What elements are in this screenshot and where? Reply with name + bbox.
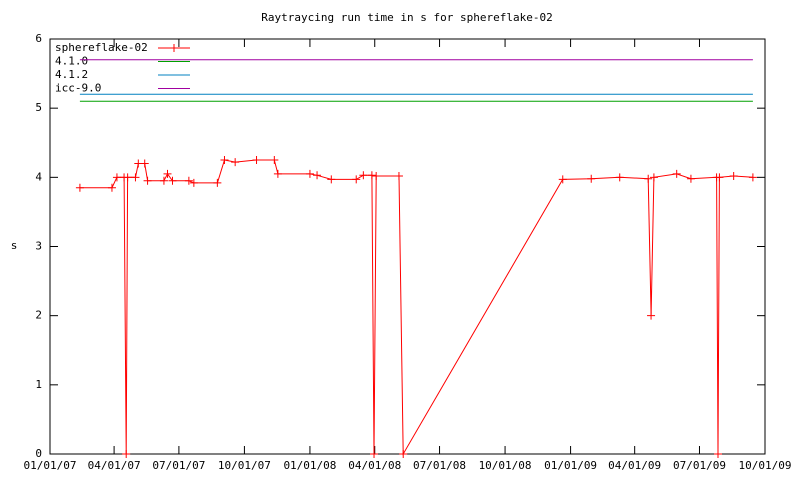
point-marker (313, 171, 322, 180)
point-marker (748, 173, 757, 182)
point-marker (370, 450, 379, 458)
x-tick-label: 10/01/08 (479, 459, 532, 472)
x-tick-label: 01/01/09 (544, 459, 597, 472)
y-axis-label: s (11, 239, 18, 252)
point-marker (305, 169, 314, 178)
point-marker (231, 158, 240, 167)
x-tick-label: 04/01/07 (88, 459, 141, 472)
point-marker (394, 171, 403, 180)
x-tick-label: 04/01/08 (348, 459, 401, 472)
point-marker (220, 156, 229, 165)
x-tick-label: 04/01/09 (608, 459, 661, 472)
point-marker (273, 169, 282, 178)
point-marker (270, 156, 279, 165)
point-marker (159, 176, 168, 185)
point-marker (649, 173, 658, 182)
x-tick-label: 07/01/08 (413, 459, 466, 472)
x-tick-label: 01/01/08 (283, 459, 336, 472)
x-tick-label: 07/01/07 (152, 459, 205, 472)
point-marker (367, 171, 376, 180)
point-marker (558, 175, 567, 184)
point-marker (213, 178, 222, 187)
x-tick-label: 10/01/09 (739, 459, 792, 472)
legend-label: 4.1.0 (55, 55, 88, 68)
y-tick-label: 1 (35, 378, 42, 391)
point-marker (399, 450, 408, 458)
point-marker (352, 175, 361, 184)
x-tick-label: 10/01/07 (218, 459, 271, 472)
point-marker (75, 183, 84, 192)
point-marker (713, 450, 722, 458)
series-line (79, 159, 753, 456)
y-tick-label: 6 (35, 32, 42, 45)
point-marker (143, 176, 152, 185)
legend-marker (170, 44, 178, 52)
point-marker (107, 183, 116, 192)
chart-title: Raytraycing run time in s for sphereflak… (261, 11, 552, 24)
point-marker (615, 173, 624, 182)
point-marker (123, 173, 132, 182)
point-marker (163, 169, 172, 178)
point-marker (112, 173, 121, 182)
point-marker (359, 171, 368, 180)
point-marker (672, 169, 681, 178)
x-tick-label: 01/01/07 (24, 459, 77, 472)
legend-label: icc-9.0 (55, 82, 101, 95)
x-tick-label: 07/01/09 (673, 459, 726, 472)
point-marker (686, 174, 695, 183)
point-marker (140, 159, 149, 168)
point-marker (168, 176, 177, 185)
point-marker (131, 173, 140, 182)
y-tick-label: 0 (35, 447, 42, 460)
y-tick-label: 5 (35, 101, 42, 114)
y-tick-label: 4 (35, 170, 42, 183)
point-marker (729, 171, 738, 180)
point-marker (189, 178, 198, 187)
point-marker (644, 174, 653, 183)
legend-label: 4.1.2 (55, 68, 88, 81)
y-tick-label: 3 (35, 240, 42, 253)
point-marker (372, 171, 381, 180)
point-marker (184, 176, 193, 185)
y-tick-label: 2 (35, 309, 42, 322)
point-marker (122, 450, 131, 458)
point-marker (647, 311, 656, 320)
point-marker (327, 175, 336, 184)
point-marker (715, 173, 724, 182)
legend-label: sphereflake-02 (55, 41, 148, 54)
point-marker (587, 174, 596, 183)
point-marker (252, 156, 261, 165)
